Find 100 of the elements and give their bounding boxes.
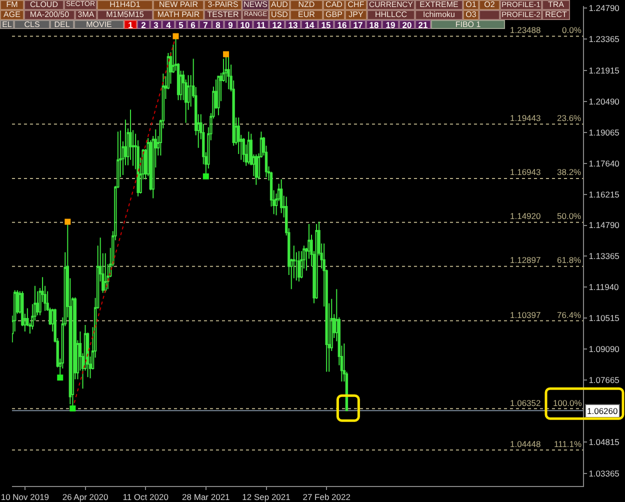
annotation: 16 — [337, 20, 347, 30]
point — [223, 51, 230, 58]
annotation: 50.0% — [557, 211, 582, 221]
y-tick-label: 1.16215 — [588, 189, 620, 200]
ref-line-label: 1.23488 — [510, 25, 541, 35]
annotation: 8 — [216, 20, 220, 30]
button: JPY — [345, 10, 367, 20]
button: MATH PAIR — [153, 10, 204, 20]
button: 14 — [301, 20, 318, 29]
button: NEWS — [242, 0, 269, 10]
button: 3-PAIRS — [204, 0, 242, 10]
annotation: 3 — [154, 20, 158, 30]
annotation: 3-PAIRS — [208, 0, 238, 9]
annotation: FM — [6, 0, 18, 9]
button: 15 — [318, 20, 334, 29]
ref-line-label: 1.04448 — [510, 439, 541, 449]
button: 16 — [334, 20, 350, 29]
annotation: 61.8% — [557, 255, 582, 265]
annotation: O1 — [466, 0, 476, 9]
annotation: O3 — [466, 10, 476, 19]
annotation: GBP — [326, 10, 342, 19]
annotation: 10 — [240, 20, 250, 30]
annotation: 0.0% — [562, 25, 582, 35]
y-tick-label: 1.10515 — [588, 313, 620, 324]
x-tick-label: 28 Mar 2021 — [182, 492, 230, 502]
candlestick — [104, 252, 107, 293]
button: AUD — [269, 0, 290, 10]
annotation: TESTER — [207, 10, 239, 19]
ref-line-label: 1.06260 — [587, 406, 618, 416]
y-tick-label: 1.07665 — [588, 375, 620, 386]
annotation: 15 — [321, 20, 331, 30]
annotation: EUR — [298, 10, 315, 19]
button: 20 — [399, 20, 415, 29]
point — [172, 33, 179, 40]
button: 11 — [253, 20, 269, 29]
annotation: H1H4D1 — [110, 0, 140, 9]
annotation: MA-200/50 — [30, 10, 70, 19]
button: 4 — [162, 20, 175, 29]
button: USD — [269, 10, 290, 20]
button: MA-200/50 — [24, 10, 75, 20]
annotation: 17 — [353, 20, 363, 30]
button: NEW PAIR — [153, 0, 204, 10]
x-tick-label: 11 Oct 2020 — [122, 492, 169, 502]
button: 7 — [199, 20, 212, 29]
candlestick — [242, 138, 245, 163]
button: TRA — [542, 0, 570, 10]
annotation: 3MA — [78, 10, 94, 19]
annotation: 1 — [128, 20, 133, 30]
button: GBP — [323, 10, 345, 20]
y-tick-label: 1.04815 — [588, 436, 620, 447]
button: 3MA — [75, 10, 97, 20]
annotation: O2 — [484, 0, 495, 9]
annotation: 21 — [418, 20, 428, 30]
annotation: 9 — [228, 20, 233, 30]
x-tick-label: 10 Nov 2019 — [0, 492, 50, 502]
x-tick-label: 12 Sep 2021 — [242, 492, 291, 502]
annotation: TRA — [548, 0, 564, 9]
button: 5 — [175, 20, 187, 29]
button: CLOUD — [24, 0, 64, 10]
ref-line-label: 1.19443 — [510, 113, 541, 123]
annotation: MATH PAIR — [157, 10, 200, 19]
annotation: 19 — [386, 20, 396, 30]
button: 17 — [350, 20, 366, 29]
annotation: CAD — [326, 0, 342, 9]
annotation: 38.2% — [557, 167, 582, 177]
button: CLS — [14, 20, 50, 29]
annotation: 14 — [304, 20, 314, 30]
annotation: CHF — [348, 0, 364, 9]
candlestick — [217, 76, 220, 116]
button: AGE — [0, 10, 24, 20]
button: 2 — [137, 20, 150, 29]
annotation: 11 — [256, 20, 266, 30]
annotation: JPY — [348, 10, 364, 19]
button: Ichimoku — [415, 10, 463, 20]
annotation: 20 — [402, 20, 412, 30]
button: H1H4D1 — [97, 0, 153, 10]
y-tick-label: 1.23365 — [588, 34, 620, 44]
button: O3 — [463, 10, 479, 20]
button: DEL — [50, 20, 74, 29]
button: O2 — [479, 0, 500, 10]
annotation: NZD — [298, 0, 315, 9]
annotation: 100.0% — [553, 398, 582, 408]
button: 18 — [366, 20, 382, 29]
button: EXTREME — [415, 0, 463, 10]
button: EUR — [290, 10, 323, 20]
button: RECT — [542, 10, 570, 20]
annotation: Ichimoku — [422, 10, 455, 19]
button: 10 — [237, 20, 253, 29]
annotation: 18 — [369, 20, 379, 30]
ref-line-label: 1.14920 — [510, 211, 541, 221]
annotation: 12 — [272, 20, 282, 30]
annotation: RECT — [545, 10, 567, 19]
button: 1 — [124, 20, 137, 29]
candlestick — [298, 250, 300, 282]
annotation: M1M5M15 — [106, 10, 144, 19]
candlestick — [247, 131, 250, 165]
y-tick-label: 1.24790 — [588, 2, 620, 13]
annotation: 2 — [141, 20, 146, 30]
y-tick-label: 1.19065 — [588, 127, 620, 138]
candlestick — [280, 178, 283, 214]
